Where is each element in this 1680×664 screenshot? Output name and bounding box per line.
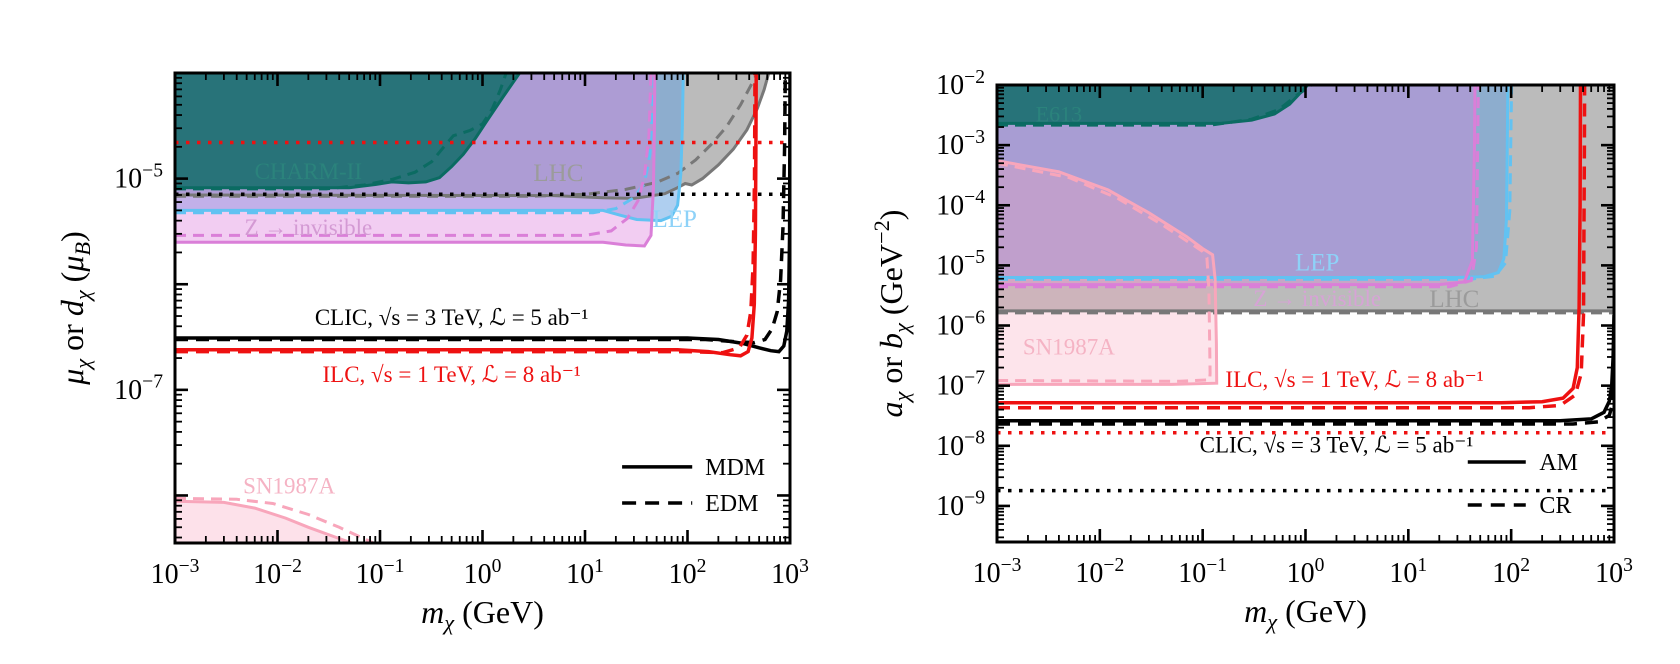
x-tick-10e-1: 10−1 bbox=[1178, 555, 1227, 589]
label-lep: LEP bbox=[652, 206, 696, 233]
label-lep: LEP bbox=[1295, 249, 1339, 276]
x-tick-10e2: 102 bbox=[669, 556, 707, 590]
x-tick-10e-3: 10−3 bbox=[151, 556, 200, 590]
x-tick-10e0: 100 bbox=[464, 556, 502, 590]
region-lep-solid-boundary bbox=[997, 85, 1510, 279]
right-panel-x-axis-label: mχ (GeV) bbox=[1244, 593, 1367, 634]
y-tick-10e-8: 10−8 bbox=[936, 428, 985, 462]
region-charm-ii-dashed-boundary bbox=[175, 73, 508, 191]
region-z-invisible-solid-boundary bbox=[175, 73, 657, 248]
region-sn1987a-fill bbox=[997, 160, 1217, 385]
region-sn1987a-solid-boundary bbox=[175, 499, 357, 543]
left-panel-y-axis-label: μχ or dχ (μB) bbox=[54, 231, 95, 386]
right-panel-y-axis-label: aχ or bχ (GeV−2) bbox=[869, 210, 914, 418]
x-tick-10e2: 102 bbox=[1492, 555, 1530, 589]
label-lhc: LHC bbox=[1429, 286, 1479, 313]
region-lep-solid-boundary bbox=[175, 73, 685, 223]
region-z-invisible-dashed-boundary bbox=[175, 73, 653, 237]
left-panel-legend: MDM EDM bbox=[622, 455, 765, 517]
right-panel-plot-area: LHC LEP Z → invisible SN1987A E613 bbox=[997, 85, 1614, 493]
region-sn1987a-fill bbox=[175, 501, 358, 543]
legend-label-mdm: MDM bbox=[705, 455, 765, 481]
label-z-invisible: Z → invisible bbox=[244, 215, 372, 240]
left-panel-tick-labels: 10−3 10−2 10−1 100 101 102 103 10−5 10−7 bbox=[114, 160, 809, 590]
annotation-clic-label: CLIC, √s = 3 TeV, ℒ = 5 ab⁻¹ bbox=[315, 305, 589, 330]
y-tick-10e-3: 10−3 bbox=[936, 127, 985, 161]
region-e613-dashed-boundary bbox=[997, 85, 1313, 127]
annotation-ilc-label: ILC, √s = 1 TeV, ℒ = 8 ab⁻¹ bbox=[1225, 367, 1483, 392]
x-tick-10e3: 103 bbox=[1595, 555, 1633, 589]
line-clic-edm bbox=[175, 73, 788, 345]
label-charm-ii: CHARM-II bbox=[255, 159, 362, 184]
y-tick-10e-4: 10−4 bbox=[936, 187, 985, 221]
x-tick-10e3: 103 bbox=[771, 556, 809, 590]
x-tick-10e1: 101 bbox=[566, 556, 604, 590]
right-panel: LHC LEP Z → invisible SN1987A E613 ILC, √s = … bbox=[869, 67, 1633, 634]
region-sn1987a-solid-boundary bbox=[997, 159, 1219, 386]
x-tick-10e-3: 10−3 bbox=[973, 555, 1022, 589]
region-lhc-dashed-boundary bbox=[175, 73, 759, 198]
right-panel-ticks bbox=[995, 83, 1616, 542]
y-tick-10e-5: 10−5 bbox=[114, 160, 163, 194]
y-tick-10e-6: 10−6 bbox=[936, 307, 985, 341]
region-z-invisible-solid-boundary bbox=[997, 85, 1477, 287]
region-z-invisible-dashed-boundary bbox=[997, 85, 1480, 289]
x-tick-10e1: 101 bbox=[1389, 555, 1427, 589]
annotation-ilc-label: ILC, √s = 1 TeV, ℒ = 8 ab⁻¹ bbox=[323, 362, 581, 387]
legend-label-edm: EDM bbox=[705, 491, 758, 517]
x-tick-10e-1: 10−1 bbox=[356, 556, 405, 590]
region-charm-ii-solid-boundary bbox=[175, 73, 521, 190]
right-panel-legend: AM CR bbox=[1467, 450, 1578, 519]
y-tick-10e-7: 10−7 bbox=[114, 372, 163, 406]
line-ilc-edm bbox=[175, 73, 757, 355]
region-lep-dashed-boundary bbox=[997, 85, 1514, 281]
region-e613-fill bbox=[997, 85, 1308, 124]
label-lhc: LHC bbox=[533, 160, 583, 187]
y-tick-10e-7: 10−7 bbox=[936, 367, 985, 401]
y-tick-10e-9: 10−9 bbox=[936, 488, 985, 522]
y-tick-10e-2: 10−2 bbox=[936, 67, 985, 101]
left-panel-ticks bbox=[173, 71, 792, 543]
region-z-invisible-fill bbox=[997, 85, 1475, 285]
label-sn1987a: SN1987A bbox=[1023, 334, 1115, 359]
left-panel-plot-area: LHC LEP Z → invisible CHARM-II SN1987A bbox=[175, 73, 790, 543]
region-sn1987a-dashed-boundary bbox=[997, 161, 1212, 383]
label-sn1987a: SN1987A bbox=[243, 473, 335, 498]
line-ilc-am bbox=[997, 85, 1583, 405]
region-sn1987a-dashed-boundary bbox=[175, 496, 377, 543]
left-panel-x-axis-label: mχ (GeV) bbox=[421, 594, 544, 635]
label-e613: E613 bbox=[1036, 102, 1082, 127]
left-panel: LHC LEP Z → invisible CHARM-II SN1987A CLIC, … bbox=[54, 71, 809, 635]
line-ilc-cr bbox=[997, 85, 1587, 410]
x-tick-10e0: 100 bbox=[1287, 555, 1325, 589]
label-z-invisible: Z → invisible bbox=[1253, 286, 1381, 311]
region-charm-ii-fill bbox=[175, 73, 520, 188]
x-tick-10e-2: 10−2 bbox=[253, 556, 302, 590]
x-tick-10e-2: 10−2 bbox=[1075, 555, 1124, 589]
y-tick-10e-5: 10−5 bbox=[936, 247, 985, 281]
right-panel-tick-labels: 10−3 10−2 10−1 100 101 102 103 10−2 10−3 10−4 10−5… bbox=[936, 67, 1633, 589]
legend-label-cr: CR bbox=[1539, 493, 1571, 519]
annotation-clic-label: CLIC, √s = 3 TeV, ℒ = 5 ab⁻¹ bbox=[1200, 433, 1474, 458]
legend-label-am: AM bbox=[1539, 450, 1578, 476]
region-lep-fill bbox=[997, 85, 1508, 278]
